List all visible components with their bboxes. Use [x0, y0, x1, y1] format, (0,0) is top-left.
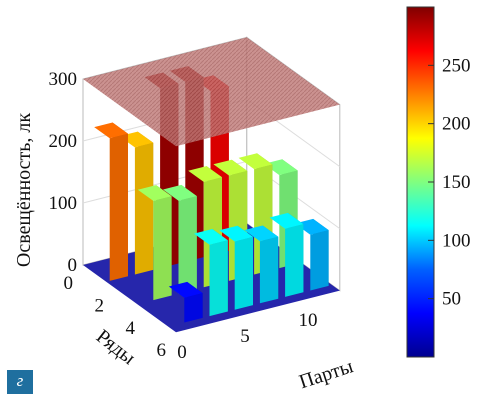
bar-top-face — [163, 184, 197, 201]
bar-front-face — [285, 224, 304, 297]
bar-front-face — [153, 196, 172, 301]
bar — [194, 229, 228, 317]
x-tick-label: 5 — [240, 326, 250, 347]
bar — [168, 281, 203, 323]
bar-front-face — [178, 196, 197, 294]
x-tick-label: 0 — [177, 342, 187, 363]
bar-top-face — [219, 225, 253, 242]
bar-front-face — [310, 230, 329, 291]
y-tick-label: 6 — [157, 340, 167, 361]
colorbar-tick-label: 250 — [442, 55, 471, 76]
bar-front-face — [134, 142, 154, 275]
bar-top-face — [244, 225, 279, 242]
bar — [94, 122, 128, 281]
bar-top-face — [94, 122, 128, 139]
panel-label: г — [7, 370, 33, 394]
z-tick-label: 200 — [49, 131, 78, 152]
colorbar-tick-label: 100 — [442, 230, 471, 251]
bar — [119, 131, 154, 275]
bar — [294, 218, 329, 291]
bar-front-face — [184, 293, 203, 323]
bar-top-face — [238, 153, 273, 170]
bar-front-face — [209, 240, 228, 317]
bar — [163, 184, 197, 294]
bar-top-face — [137, 185, 172, 201]
bar-front-face — [234, 236, 253, 310]
bar-top-face — [213, 159, 248, 176]
bar — [269, 212, 304, 297]
y-tick-label: 4 — [126, 318, 136, 339]
x-axis-label: Парты — [296, 355, 355, 393]
bar-front-face — [109, 133, 128, 281]
bar-top-face — [294, 218, 329, 235]
bar-top-face — [263, 159, 298, 176]
y-tick-label: 2 — [95, 295, 105, 316]
colorbar-ticks: 50 100 150 200 250 — [428, 55, 471, 310]
colorbar-tick-label: 150 — [442, 172, 471, 193]
z-tick-label: 300 — [49, 69, 78, 90]
y-tick-label: 0 — [64, 273, 74, 294]
bar-top-face — [168, 281, 203, 298]
bar — [219, 225, 253, 310]
colorbar-tick-label: 200 — [442, 114, 471, 135]
colorbar-tick-label: 50 — [442, 289, 461, 310]
z-axis-label: Освещённость, лк — [13, 113, 35, 267]
bar — [137, 185, 172, 301]
z-tick-label: 0 — [68, 255, 78, 276]
z-tick-label: 100 — [49, 193, 78, 214]
x-axis-ticks: 0 5 10 — [177, 310, 317, 363]
bar — [244, 225, 279, 304]
bar-top-face — [188, 166, 222, 182]
x-tick-label: 10 — [299, 310, 318, 331]
reference-plane — [83, 37, 340, 147]
bar-top-face — [194, 229, 228, 245]
bar-front-face — [259, 236, 279, 304]
z-axis-ticks: 0 100 200 300 — [49, 69, 78, 276]
bar-top-face — [269, 212, 304, 229]
